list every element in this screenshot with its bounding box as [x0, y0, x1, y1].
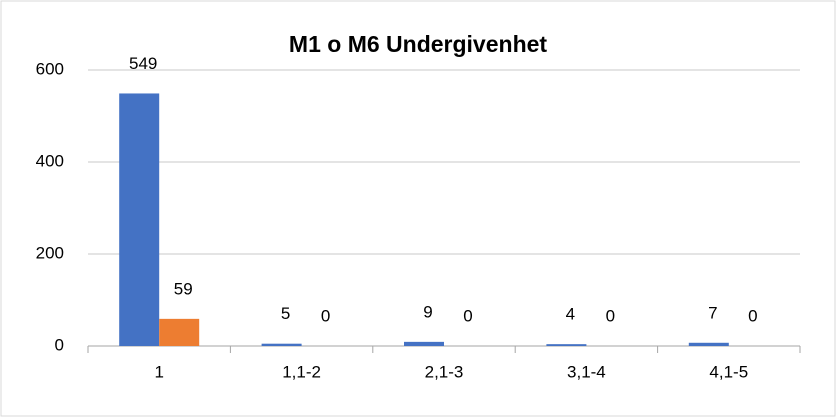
x-tick-label: 1,1-2 [282, 362, 321, 381]
x-tick-label: 2,1-3 [425, 362, 464, 381]
x-tick-label: 4,1-5 [709, 362, 748, 381]
y-tick-label: 200 [36, 243, 64, 262]
data-label: 0 [748, 306, 757, 325]
data-label: 9 [423, 302, 432, 321]
bar [546, 344, 587, 346]
data-label: 4 [566, 305, 575, 324]
bar [119, 93, 160, 347]
data-label: 0 [321, 306, 330, 325]
data-label: 0 [463, 306, 472, 325]
y-tick-label: 0 [55, 335, 64, 354]
x-tick-label: 1 [154, 362, 163, 381]
data-label: 5 [281, 304, 290, 323]
bar [261, 343, 302, 346]
data-label: 0 [606, 306, 615, 325]
x-tick-label: 3,1-4 [567, 362, 606, 381]
y-tick-label: 400 [36, 151, 64, 170]
data-label: 7 [708, 303, 717, 322]
bar [688, 342, 729, 346]
chart-title: M1 o M6 Undergivenhet [289, 31, 547, 57]
y-tick-label: 600 [36, 59, 64, 78]
bar [404, 341, 444, 346]
data-label: 549 [129, 54, 157, 73]
bar [159, 318, 200, 346]
data-label: 59 [174, 279, 193, 298]
